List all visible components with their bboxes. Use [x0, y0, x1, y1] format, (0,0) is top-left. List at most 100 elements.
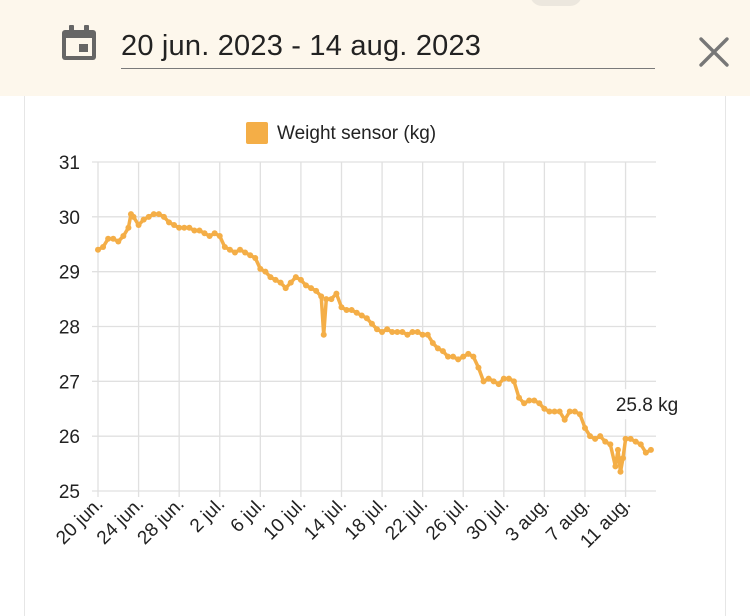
data-point — [521, 400, 528, 407]
data-point — [470, 353, 477, 360]
data-point — [551, 408, 558, 415]
data-point — [105, 235, 112, 242]
close-icon[interactable] — [697, 35, 731, 69]
data-point — [500, 375, 507, 382]
y-tick-label: 29 — [59, 263, 80, 284]
data-point — [297, 276, 304, 283]
data-point — [587, 433, 594, 440]
data-point — [115, 238, 122, 245]
data-point — [196, 227, 203, 234]
x-tick-label: 18 jul. — [341, 494, 392, 545]
data-point — [287, 279, 294, 286]
data-point — [597, 433, 604, 440]
data-point — [404, 331, 411, 338]
data-point — [495, 381, 502, 388]
y-tick-label: 28 — [59, 318, 80, 339]
date-range-input[interactable]: 20 jun. 2023 - 14 aug. 2023 — [121, 28, 655, 69]
data-point — [617, 468, 624, 475]
data-point — [262, 268, 269, 275]
data-point — [475, 364, 482, 371]
data-point — [465, 350, 472, 357]
data-point — [531, 397, 538, 404]
data-point — [221, 243, 228, 250]
data-point — [455, 356, 462, 363]
chart-card: 25 26 27 28 29 30 31 20 jun. 24 jun. 28 jun. 2 jul… — [24, 96, 726, 616]
data-point — [439, 348, 446, 355]
data-point — [419, 331, 426, 338]
data-point — [647, 446, 654, 453]
y-tick-label: 27 — [59, 372, 80, 393]
data-point — [526, 397, 533, 404]
y-tick-label: 30 — [59, 208, 80, 229]
data-point — [277, 279, 284, 286]
x-tick-label: 30 jul. — [463, 494, 514, 545]
x-tick-label: 14 jul. — [300, 494, 351, 545]
data-point — [642, 449, 649, 456]
series-line — [96, 212, 653, 474]
legend-label: Weight sensor (kg) — [277, 123, 436, 144]
data-point — [226, 246, 233, 253]
data-point — [110, 235, 117, 242]
data-point — [409, 328, 416, 335]
data-point — [510, 378, 517, 385]
data-point — [541, 405, 548, 412]
data-point — [313, 287, 320, 294]
x-tick-label: 10 jul. — [260, 494, 311, 545]
data-point — [343, 307, 350, 314]
data-point — [627, 435, 634, 442]
data-point — [272, 276, 279, 283]
calendar-icon[interactable] — [60, 24, 98, 62]
data-point — [318, 293, 325, 300]
data-point — [379, 328, 386, 335]
data-point — [237, 246, 244, 253]
data-point — [602, 438, 609, 445]
data-point — [576, 411, 583, 418]
data-point — [581, 424, 588, 431]
data-point — [460, 353, 467, 360]
data-point — [155, 211, 162, 218]
legend-swatch — [246, 122, 268, 144]
data-point — [328, 296, 335, 303]
data-point — [614, 446, 621, 453]
data-point — [399, 328, 406, 335]
data-point — [394, 328, 401, 335]
data-point — [389, 328, 396, 335]
data-point — [191, 227, 198, 234]
data-point — [445, 353, 452, 360]
data-point — [171, 222, 178, 229]
data-point — [100, 243, 107, 250]
data-point — [257, 265, 264, 272]
data-point — [622, 435, 629, 442]
data-point — [247, 252, 254, 259]
data-point — [176, 224, 183, 231]
data-point — [505, 375, 512, 382]
data-point — [252, 254, 259, 261]
data-point — [546, 408, 553, 415]
data-point — [424, 331, 431, 338]
data-point — [607, 441, 614, 448]
data-point — [485, 375, 492, 382]
data-point — [556, 408, 563, 415]
data-point — [160, 213, 167, 220]
data-point — [516, 394, 523, 401]
x-tick-label: 28 jun. — [134, 494, 189, 549]
data-point — [561, 416, 568, 423]
data-point — [292, 274, 299, 281]
data-point — [348, 307, 355, 314]
pull-handle — [530, 0, 582, 6]
y-tick-label: 31 — [59, 153, 80, 174]
data-point — [338, 304, 345, 311]
data-point — [206, 233, 213, 240]
y-tick-label: 26 — [59, 427, 80, 448]
data-point — [181, 224, 188, 231]
date-range-text: 20 jun. 2023 - 14 aug. 2023 — [121, 30, 482, 62]
data-point — [135, 222, 142, 229]
data-point — [637, 441, 644, 448]
value-annotation: 25.8 kg — [616, 395, 678, 416]
x-tick-label: 2 jul. — [186, 494, 229, 537]
date-range-header: 20 jun. 2023 - 14 aug. 2023 — [0, 0, 750, 96]
data-point — [125, 224, 132, 231]
data-point — [282, 285, 289, 292]
data-point — [536, 400, 543, 407]
